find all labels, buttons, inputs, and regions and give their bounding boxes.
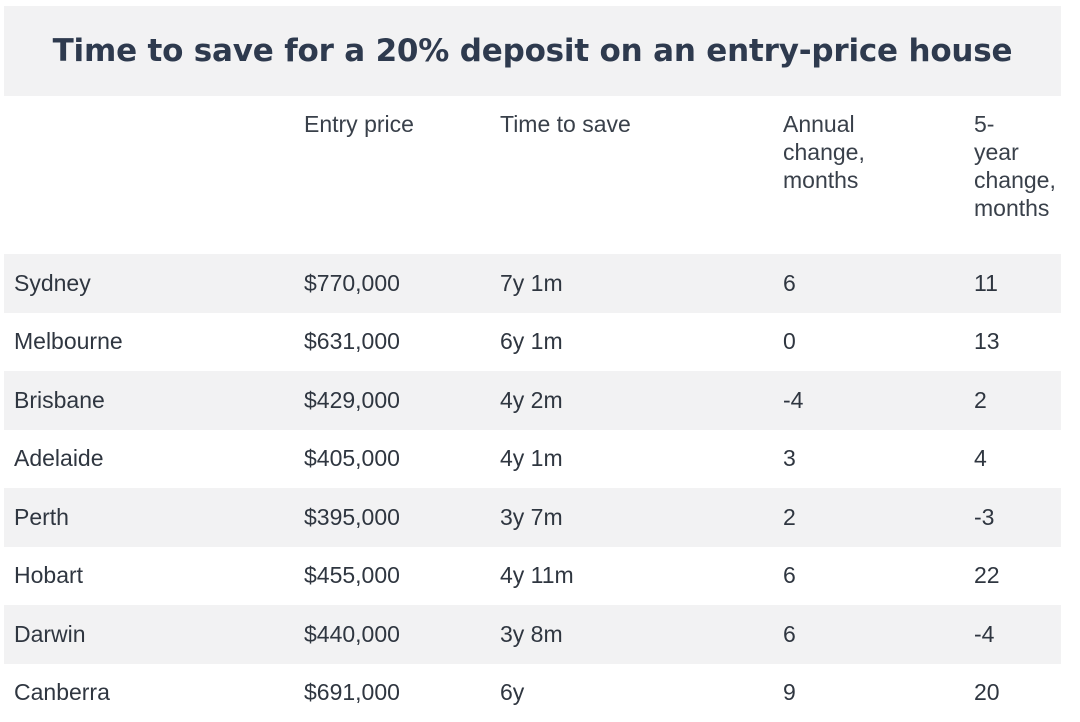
column-header-five-year-change: 5- year change, months bbox=[974, 96, 1061, 254]
cell-time-to-save: 4y 1m bbox=[500, 430, 783, 489]
cell-time-to-save: 6y bbox=[500, 664, 783, 722]
table-row: Canberra $691,000 6y 9 20 bbox=[4, 664, 1061, 722]
cell-time-to-save: 4y 11m bbox=[500, 547, 783, 606]
cell-annual-change: 6 bbox=[783, 605, 974, 664]
cell-annual-change: 2 bbox=[783, 488, 974, 547]
column-header-city bbox=[4, 96, 304, 254]
cell-city: Adelaide bbox=[4, 430, 304, 489]
cell-entry-price: $631,000 bbox=[304, 313, 500, 372]
cell-five-year-change: 11 bbox=[974, 254, 1061, 313]
cell-entry-price: $395,000 bbox=[304, 488, 500, 547]
header-annual-line: Annual bbox=[783, 110, 883, 138]
cell-city: Darwin bbox=[4, 605, 304, 664]
cell-city: Perth bbox=[4, 488, 304, 547]
table-row: Brisbane $429,000 4y 2m -4 2 bbox=[4, 371, 1061, 430]
cell-city: Melbourne bbox=[4, 313, 304, 372]
cell-five-year-change: 20 bbox=[974, 664, 1061, 722]
header-five-year-line: months bbox=[974, 194, 1074, 222]
cell-entry-price: $770,000 bbox=[304, 254, 500, 313]
table-row: Hobart $455,000 4y 11m 6 22 bbox=[4, 547, 1061, 606]
page-title: Time to save for a 20% deposit on an ent… bbox=[53, 33, 1013, 69]
cell-five-year-change: -4 bbox=[974, 605, 1061, 664]
table-row: Melbourne $631,000 6y 1m 0 13 bbox=[4, 313, 1061, 372]
cell-city: Brisbane bbox=[4, 371, 304, 430]
cell-five-year-change: 4 bbox=[974, 430, 1061, 489]
cell-entry-price: $405,000 bbox=[304, 430, 500, 489]
header-annual-line: change, bbox=[783, 138, 883, 166]
data-table: Entry price Time to save Annual change, … bbox=[4, 96, 1061, 722]
table-header-row: Entry price Time to save Annual change, … bbox=[4, 96, 1061, 254]
column-header-entry-price: Entry price bbox=[304, 96, 500, 254]
table-row: Darwin $440,000 3y 8m 6 -4 bbox=[4, 605, 1061, 664]
cell-time-to-save: 4y 2m bbox=[500, 371, 783, 430]
cell-entry-price: $455,000 bbox=[304, 547, 500, 606]
column-header-annual-change: Annual change, months bbox=[783, 96, 974, 254]
cell-five-year-change: 2 bbox=[974, 371, 1061, 430]
cell-annual-change: 6 bbox=[783, 254, 974, 313]
header-five-year-line: year bbox=[974, 138, 1074, 166]
table-row: Adelaide $405,000 4y 1m 3 4 bbox=[4, 430, 1061, 489]
column-header-time-to-save: Time to save bbox=[500, 96, 783, 254]
header-five-year-line: 5- bbox=[974, 110, 1074, 138]
cell-time-to-save: 7y 1m bbox=[500, 254, 783, 313]
cell-annual-change: -4 bbox=[783, 371, 974, 430]
cell-time-to-save: 6y 1m bbox=[500, 313, 783, 372]
cell-city: Hobart bbox=[4, 547, 304, 606]
title-bar: Time to save for a 20% deposit on an ent… bbox=[4, 6, 1061, 96]
cell-five-year-change: -3 bbox=[974, 488, 1061, 547]
table-figure: Time to save for a 20% deposit on an ent… bbox=[4, 6, 1061, 722]
cell-five-year-change: 13 bbox=[974, 313, 1061, 372]
cell-entry-price: $440,000 bbox=[304, 605, 500, 664]
cell-time-to-save: 3y 8m bbox=[500, 605, 783, 664]
cell-entry-price: $429,000 bbox=[304, 371, 500, 430]
cell-time-to-save: 3y 7m bbox=[500, 488, 783, 547]
header-five-year-line: change, bbox=[974, 166, 1074, 194]
cell-city: Sydney bbox=[4, 254, 304, 313]
cell-five-year-change: 22 bbox=[974, 547, 1061, 606]
cell-annual-change: 6 bbox=[783, 547, 974, 606]
cell-annual-change: 0 bbox=[783, 313, 974, 372]
cell-entry-price: $691,000 bbox=[304, 664, 500, 722]
table-row: Perth $395,000 3y 7m 2 -3 bbox=[4, 488, 1061, 547]
cell-annual-change: 3 bbox=[783, 430, 974, 489]
cell-annual-change: 9 bbox=[783, 664, 974, 722]
table-row: Sydney $770,000 7y 1m 6 11 bbox=[4, 254, 1061, 313]
header-annual-line: months bbox=[783, 166, 883, 194]
cell-city: Canberra bbox=[4, 664, 304, 722]
